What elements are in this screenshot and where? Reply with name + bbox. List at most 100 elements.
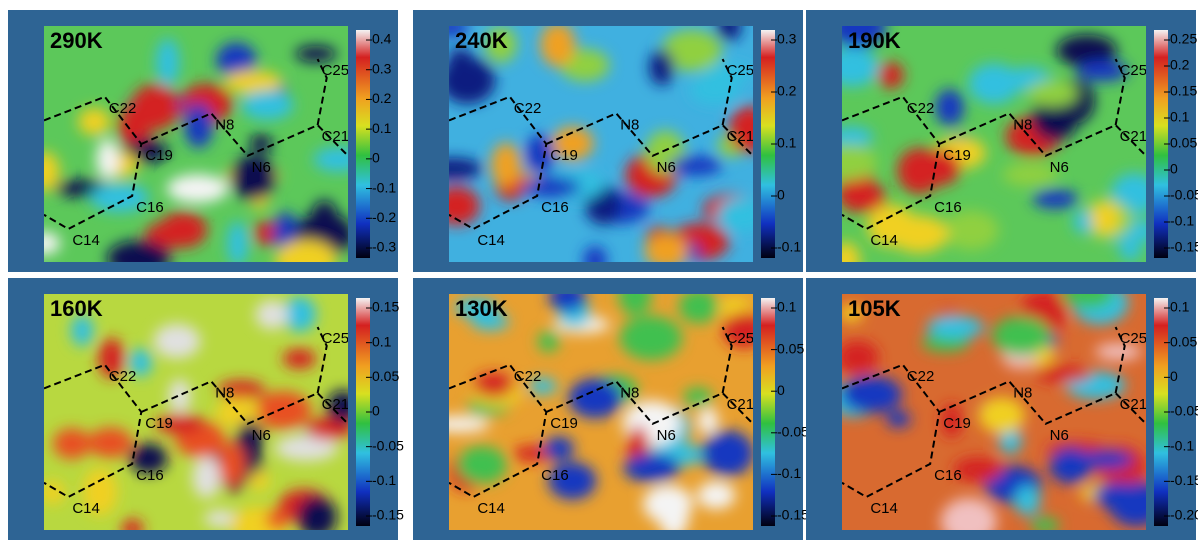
blob xyxy=(697,481,736,509)
colorbar-label: 0.05 xyxy=(777,340,804,356)
atom-label: C21 xyxy=(1120,396,1148,413)
atom-label: C25 xyxy=(322,330,350,347)
blob xyxy=(456,446,507,484)
bond xyxy=(449,363,548,499)
blob xyxy=(548,461,597,500)
blob xyxy=(512,445,553,462)
blob xyxy=(1002,162,1059,187)
colorbar-label: -0.05 xyxy=(1170,187,1198,203)
blobs xyxy=(842,26,1146,262)
blob xyxy=(842,242,861,262)
blob xyxy=(106,240,171,262)
atom-label: C16 xyxy=(934,199,962,216)
atom-label: C21 xyxy=(322,396,350,413)
blob xyxy=(717,197,753,233)
colorbar-label: 0.1 xyxy=(777,135,797,151)
blob xyxy=(144,221,190,249)
colorbar-label: 0.15 xyxy=(372,299,399,315)
blobs xyxy=(842,294,1146,530)
blob xyxy=(728,106,753,153)
blobs xyxy=(449,26,753,262)
temperature-label: 190K xyxy=(848,28,901,53)
blob xyxy=(87,427,133,458)
colorbar-label: 0 xyxy=(777,382,785,398)
colorbar xyxy=(1154,298,1168,526)
temperature-label: 130K xyxy=(455,296,508,321)
colorbar-label: 0.15 xyxy=(1170,83,1197,99)
blob xyxy=(1061,294,1115,309)
atom-label: C16 xyxy=(541,199,569,216)
blob xyxy=(842,126,874,148)
blob xyxy=(44,480,66,505)
blob xyxy=(155,38,180,87)
colorbar-label: -0.05 xyxy=(372,437,404,453)
atom-label: C25 xyxy=(727,330,755,347)
blob xyxy=(716,26,742,41)
colorbar-label: -0.2 xyxy=(372,209,396,225)
blob xyxy=(274,435,338,461)
atom-label: C16 xyxy=(934,467,962,484)
atom-label: N6 xyxy=(657,159,676,176)
colorbar-label: 0 xyxy=(372,403,380,419)
blob xyxy=(255,300,289,330)
colorbar-label: 0.2 xyxy=(1170,57,1190,73)
contour-map: C22 N8 C25 C21 C19 N6 C16 C14 xyxy=(449,294,755,530)
blob xyxy=(216,42,257,78)
blob xyxy=(449,26,470,37)
blob xyxy=(44,231,61,255)
blobs xyxy=(44,296,348,530)
bond xyxy=(938,380,1146,426)
atom-label: C16 xyxy=(136,199,164,216)
colorbar xyxy=(761,30,775,258)
colorbar xyxy=(1154,30,1168,258)
blob xyxy=(1072,209,1095,234)
colorbar-label: 0.1 xyxy=(777,299,797,315)
blobs xyxy=(44,38,348,262)
blob xyxy=(192,456,221,499)
colorbar-label: -0.15 xyxy=(1170,472,1198,488)
blob xyxy=(253,391,312,430)
blob xyxy=(449,186,480,226)
colorbar-label: -0.05 xyxy=(1170,403,1198,419)
blob xyxy=(548,294,587,312)
panel: C22 N8 C25 C21 C19 N6 C16 C14 290K 0.4 0.3 0.2 0.1 0 -… xyxy=(8,10,398,272)
blob xyxy=(941,403,963,438)
panel: C22 N8 C25 C21 C19 N6 C16 C14 130K 0.1 0.05 0 -0.05 -… xyxy=(413,278,809,540)
blob xyxy=(842,375,902,414)
blob xyxy=(155,414,205,434)
atom-label: C22 xyxy=(514,368,542,385)
colorbar-label: -0.15 xyxy=(777,507,809,523)
atom-label: C22 xyxy=(514,100,542,117)
colorbar-label: -0.1 xyxy=(1170,213,1194,229)
bond xyxy=(545,112,753,158)
atom-label: C21 xyxy=(322,128,350,145)
blob xyxy=(282,348,317,369)
blob xyxy=(722,312,753,349)
blob xyxy=(166,174,229,203)
atom-label: C19 xyxy=(145,147,173,164)
colorbar-label: 0.25 xyxy=(1170,31,1197,47)
atom-label: N6 xyxy=(657,427,676,444)
atom-label: C22 xyxy=(907,368,935,385)
contour-map: C22 N8 C25 C21 C19 N6 C16 C14 xyxy=(842,294,1148,530)
colorbar-label: -0.1 xyxy=(372,472,396,488)
bond xyxy=(721,326,733,394)
blob xyxy=(121,519,144,530)
blob xyxy=(230,155,277,201)
atom-label: C25 xyxy=(1120,330,1148,347)
atom-label: C19 xyxy=(943,415,971,432)
bond xyxy=(140,380,348,426)
colorbar-label: 0.1 xyxy=(372,120,392,136)
atom-label: N6 xyxy=(252,427,271,444)
atom-label: N6 xyxy=(1050,159,1069,176)
blob xyxy=(449,56,496,104)
atom-label: N8 xyxy=(1013,116,1032,133)
blob xyxy=(184,102,213,149)
blob xyxy=(842,46,879,87)
colorbar-label: -0.20 xyxy=(1170,507,1198,523)
blob xyxy=(471,312,510,331)
atom-label: C22 xyxy=(907,100,935,117)
atom-label: C14 xyxy=(72,232,100,249)
blob xyxy=(1093,482,1146,509)
blob xyxy=(940,498,997,530)
